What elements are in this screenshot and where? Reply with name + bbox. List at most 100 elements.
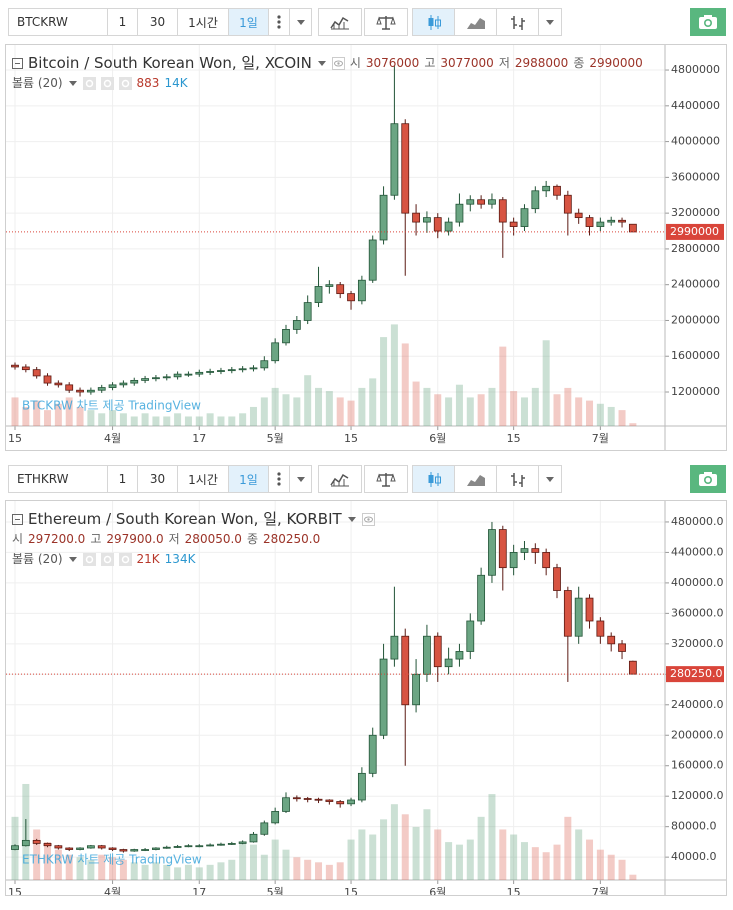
interval-button[interactable]: 30	[137, 8, 178, 36]
candle-body	[217, 370, 225, 372]
icon	[546, 20, 554, 25]
volume-bar	[553, 394, 561, 426]
icon-shape	[68, 81, 77, 86]
candle-body	[542, 552, 551, 569]
candle-body	[596, 620, 605, 637]
volume-bar	[33, 829, 41, 880]
volume-bar	[369, 378, 377, 426]
x-tick-label: 17	[192, 886, 206, 895]
candle-body	[553, 185, 561, 196]
tool-button[interactable]	[318, 8, 362, 36]
interval-button[interactable]: 1시간	[177, 8, 229, 36]
ohlc-label: 종	[573, 56, 585, 70]
symbol-input[interactable]: ETHKRW	[8, 465, 108, 493]
candle-body	[32, 369, 41, 377]
volume-bar	[217, 862, 225, 880]
icon-shape	[361, 512, 375, 526]
candle-body	[227, 369, 236, 372]
tool-button[interactable]	[496, 8, 539, 36]
legend-row: 시 297200.0 고 297900.0 저 280050.0 종 280250.0	[12, 529, 375, 549]
interval-button[interactable]: 1	[107, 465, 138, 493]
y-tick-label: 400000.0	[671, 576, 724, 589]
tool-button[interactable]	[412, 465, 455, 493]
tool-button[interactable]	[496, 465, 539, 493]
icon	[510, 472, 525, 487]
tool-button[interactable]	[538, 8, 562, 36]
ohlc-label: 고	[424, 56, 436, 70]
tool-button[interactable]	[268, 8, 290, 36]
candle-body	[195, 845, 204, 848]
icon-shape	[546, 20, 554, 25]
icon	[100, 552, 114, 566]
volume-bar	[141, 864, 149, 880]
volume-bar	[109, 410, 117, 426]
y-tick-label: 3600000	[671, 170, 720, 183]
tool-button[interactable]	[289, 465, 312, 493]
candle-body	[227, 843, 236, 845]
x-tick-label: 7월	[592, 886, 609, 895]
volume-bar	[293, 397, 301, 426]
volume-bar	[499, 829, 507, 880]
candle-body	[238, 841, 247, 844]
candle-body	[574, 212, 583, 219]
volume-ma-value: 14K	[164, 76, 188, 90]
candle-body	[184, 373, 193, 376]
tool-button[interactable]	[690, 465, 726, 493]
volume-bar	[163, 864, 171, 880]
volume-bar	[401, 343, 409, 426]
tool-button[interactable]	[364, 8, 408, 36]
volume-bar	[184, 864, 192, 880]
x-tick-label: 15	[507, 432, 521, 445]
icon	[331, 56, 345, 70]
chart-title: Ethereum / South Korean Won, 일, KORBIT	[28, 510, 342, 528]
candle-body	[596, 221, 605, 227]
tool-button[interactable]	[268, 465, 290, 493]
interval-button[interactable]: 1시간	[177, 465, 229, 493]
y-tick-label: 4800000	[671, 63, 720, 76]
volume-bar	[249, 844, 257, 880]
tool-button[interactable]	[289, 8, 312, 36]
tool-button[interactable]	[454, 8, 497, 36]
icon	[68, 557, 77, 562]
volume-bar	[445, 397, 453, 426]
symbol-input[interactable]: BTCKRW	[8, 8, 108, 36]
candle-body	[108, 384, 117, 388]
tool-button[interactable]	[690, 8, 726, 36]
legend-row: Ethereum / South Korean Won, 일, KORBIT	[12, 509, 375, 529]
volume-bar	[44, 410, 52, 426]
y-tick-label: 1600000	[671, 349, 720, 362]
volume-bar	[249, 406, 257, 426]
volume-bar	[488, 387, 496, 426]
x-tick-label: 15	[507, 886, 521, 895]
icon-shape	[121, 79, 129, 87]
volume-ma-value: 134K	[164, 552, 196, 566]
interval-button[interactable]: 1일	[228, 8, 269, 36]
tool-button[interactable]	[412, 8, 455, 36]
icon-shape	[333, 60, 343, 66]
y-tick-label: 4000000	[671, 135, 720, 148]
interval-button[interactable]: 1일	[228, 465, 269, 493]
ohlc-value: 280050.0	[184, 532, 242, 546]
tool-button[interactable]	[538, 465, 562, 493]
interval-button[interactable]: 1	[107, 8, 138, 36]
volume-bar	[488, 794, 496, 880]
icon-shape	[121, 555, 129, 563]
legend: Bitcoin / South Korean Won, 일, XCOIN 시 307…	[12, 53, 643, 93]
tool-button[interactable]	[364, 465, 408, 493]
icon-shape	[331, 56, 345, 70]
icon-shape	[704, 15, 712, 18]
candle-body	[477, 199, 486, 205]
candle-body	[563, 590, 572, 637]
icon-shape	[103, 555, 111, 563]
x-tick-label: 4월	[104, 432, 121, 445]
candle-body	[433, 217, 442, 232]
icon	[100, 76, 114, 90]
volume-bar	[76, 857, 84, 880]
volume-bar	[358, 829, 366, 880]
tool-button[interactable]	[454, 465, 497, 493]
candle-body	[520, 208, 529, 227]
candle-body	[357, 772, 366, 801]
icon-shape	[100, 552, 114, 566]
tool-button[interactable]	[318, 465, 362, 493]
interval-button[interactable]: 30	[137, 465, 178, 493]
